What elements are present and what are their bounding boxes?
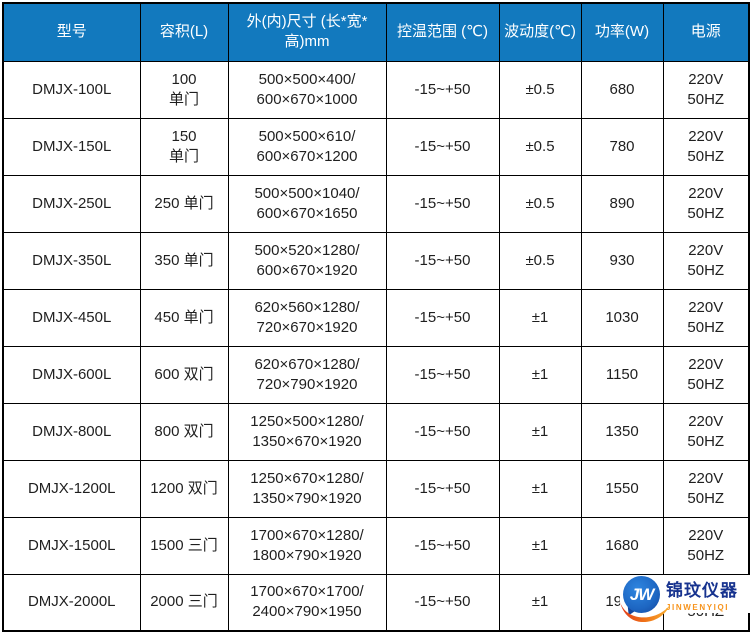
- column-header-dimensions: 外(内)尺寸 (长*宽*高)mm: [227, 2, 387, 62]
- cell-capacity: 800 双门: [139, 402, 229, 461]
- table-header: 型号 容积(L) 外(内)尺寸 (长*宽*高)mm 控温范围 (℃) 波动度(℃) 功率(…: [2, 2, 750, 62]
- cell-dimensions: 1700×670×1700/ 2400×790×1950: [227, 573, 387, 632]
- cell-model: DMJX-450L: [2, 288, 141, 347]
- cell-model: DMJX-100L: [2, 60, 141, 119]
- cell-temp_range: -15~+50: [385, 573, 500, 632]
- cell-model: DMJX-150L: [2, 117, 141, 176]
- cell-dimensions: 1700×670×1280/ 1800×790×1920: [227, 516, 387, 575]
- cell-supply: 220V 50HZ: [662, 402, 750, 461]
- cell-dimensions: 1250×500×1280/ 1350×670×1920: [227, 402, 387, 461]
- column-header-capacity: 容积(L): [139, 2, 229, 62]
- cell-dimensions: 620×560×1280/ 720×670×1920: [227, 288, 387, 347]
- cell-temp_range: -15~+50: [385, 516, 500, 575]
- cell-supply: 220V 50HZ: [662, 117, 750, 176]
- cell-temp_range: -15~+50: [385, 459, 500, 518]
- cell-power: 1680: [580, 516, 664, 575]
- table-row: DMJX-350L 350 单门 500×520×1280/ 600×670×192…: [2, 231, 750, 290]
- table-row: DMJX-450L 450 单门 620×560×1280/ 720×670×192…: [2, 288, 750, 347]
- cell-dimensions: 1250×670×1280/ 1350×790×1920: [227, 459, 387, 518]
- jinwen-logo-icon: JW: [620, 575, 670, 623]
- table-row: DMJX-1200L 1200 双门 1250×670×1280/ 1350×790…: [2, 459, 750, 518]
- cell-capacity: 450 单门: [139, 288, 229, 347]
- column-header-model: 型号: [2, 2, 141, 62]
- cell-power: 1350: [580, 402, 664, 461]
- cell-capacity: 1200 双门: [139, 459, 229, 518]
- brand-name-en: JINWENYIQI: [666, 603, 730, 612]
- cell-dimensions: 620×670×1280/ 720×790×1920: [227, 345, 387, 404]
- table-row: DMJX-600L 600 双门 620×670×1280/ 720×790×192…: [2, 345, 750, 404]
- cell-model: DMJX-350L: [2, 231, 141, 290]
- table-row: DMJX-250L 250 单门 500×500×1040/ 600×670×165…: [2, 174, 750, 233]
- cell-power: 1550: [580, 459, 664, 518]
- brand-name-cn: 锦玟仪器: [666, 581, 738, 600]
- logo-circle: JW: [623, 576, 660, 613]
- cell-dimensions: 500×520×1280/ 600×670×1920: [227, 231, 387, 290]
- cell-power: 680: [580, 60, 664, 119]
- cell-temp_range: -15~+50: [385, 345, 500, 404]
- cell-dimensions: 500×500×1040/ 600×670×1650: [227, 174, 387, 233]
- brand-text-block: 锦玟仪器 JINWENYIQI: [666, 582, 738, 613]
- cell-supply: 220V 50HZ: [662, 459, 750, 518]
- table-row: DMJX-1500L 1500 三门 1700×670×1280/ 1800×790…: [2, 516, 750, 575]
- cell-fluctuation: ±1: [498, 288, 582, 347]
- cell-fluctuation: ±0.5: [498, 117, 582, 176]
- column-header-temp_range: 控温范围 (℃): [385, 2, 500, 62]
- cell-temp_range: -15~+50: [385, 231, 500, 290]
- cell-capacity: 600 双门: [139, 345, 229, 404]
- cell-temp_range: -15~+50: [385, 402, 500, 461]
- cell-supply: 220V 50HZ: [662, 231, 750, 290]
- cell-supply: 220V 50HZ: [662, 516, 750, 575]
- cell-fluctuation: ±0.5: [498, 231, 582, 290]
- cell-capacity: 1500 三门: [139, 516, 229, 575]
- vendor-watermark: JW 锦玟仪器 JINWENYIQI: [620, 575, 751, 623]
- cell-supply: 220V 50HZ: [662, 288, 750, 347]
- cell-capacity: 150 单门: [139, 117, 229, 176]
- cell-power: 780: [580, 117, 664, 176]
- cell-dimensions: 500×500×400/ 600×670×1000: [227, 60, 387, 119]
- cell-power: 1150: [580, 345, 664, 404]
- cell-temp_range: -15~+50: [385, 117, 500, 176]
- cell-dimensions: 500×500×610/ 600×670×1200: [227, 117, 387, 176]
- cell-model: DMJX-800L: [2, 402, 141, 461]
- cell-supply: 220V 50HZ: [662, 60, 750, 119]
- cell-supply: 220V 50HZ: [662, 345, 750, 404]
- cell-fluctuation: ±1: [498, 402, 582, 461]
- cell-fluctuation: ±0.5: [498, 174, 582, 233]
- spec-table: 型号 容积(L) 外(内)尺寸 (长*宽*高)mm 控温范围 (℃) 波动度(℃) 功率(…: [2, 2, 750, 632]
- cell-capacity: 250 单门: [139, 174, 229, 233]
- column-header-supply: 电源: [662, 2, 750, 62]
- cell-fluctuation: ±1: [498, 345, 582, 404]
- cell-fluctuation: ±1: [498, 573, 582, 632]
- cell-capacity: 100 单门: [139, 60, 229, 119]
- cell-model: DMJX-1200L: [2, 459, 141, 518]
- cell-power: 890: [580, 174, 664, 233]
- cell-model: DMJX-2000L: [2, 573, 141, 632]
- cell-supply: 220V 50HZ: [662, 174, 750, 233]
- logo-swoosh-icon: [620, 602, 670, 623]
- table-row: DMJX-150L 150 单门 500×500×610/ 600×670×1200…: [2, 117, 750, 176]
- cell-model: DMJX-1500L: [2, 516, 141, 575]
- column-header-power: 功率(W): [580, 2, 664, 62]
- cell-power: 1030: [580, 288, 664, 347]
- cell-temp_range: -15~+50: [385, 60, 500, 119]
- cell-temp_range: -15~+50: [385, 288, 500, 347]
- cell-fluctuation: ±0.5: [498, 60, 582, 119]
- cell-temp_range: -15~+50: [385, 174, 500, 233]
- table-body: DMJX-100L 100 单门 500×500×400/ 600×670×1000…: [2, 60, 750, 632]
- cell-model: DMJX-250L: [2, 174, 141, 233]
- cell-fluctuation: ±1: [498, 516, 582, 575]
- cell-capacity: 350 单门: [139, 231, 229, 290]
- cell-capacity: 2000 三门: [139, 573, 229, 632]
- cell-model: DMJX-600L: [2, 345, 141, 404]
- logo-monogram: JW: [629, 584, 654, 604]
- cell-fluctuation: ±1: [498, 459, 582, 518]
- table-row: DMJX-800L 800 双门 1250×500×1280/ 1350×670×1…: [2, 402, 750, 461]
- table-row: DMJX-100L 100 单门 500×500×400/ 600×670×1000…: [2, 60, 750, 119]
- header-row: 型号 容积(L) 外(内)尺寸 (长*宽*高)mm 控温范围 (℃) 波动度(℃) 功率(…: [2, 2, 750, 62]
- cell-power: 930: [580, 231, 664, 290]
- column-header-fluctuation: 波动度(℃): [498, 2, 582, 62]
